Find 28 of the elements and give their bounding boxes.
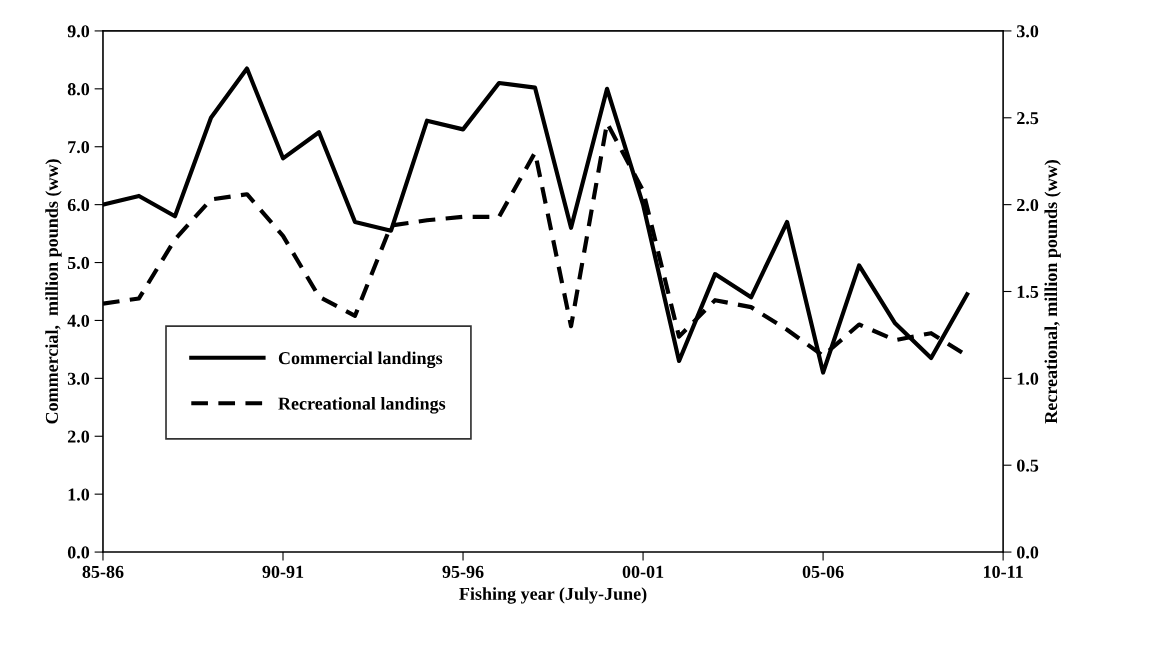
- y2-tick-label: 0.0: [1017, 546, 1039, 559]
- y2-tick-label: 0.5: [1017, 459, 1039, 472]
- x-tick-label: 95-96: [442, 565, 484, 578]
- x-axis-title: Fishing year (July-June): [459, 587, 647, 604]
- y-tick-label: 4.0: [67, 314, 90, 327]
- y-tick-label: 9.0: [67, 25, 90, 38]
- y-tick-label: 7.0: [68, 140, 90, 154]
- legend-label: Recreational landings: [278, 397, 446, 414]
- x-tick-label: 10-11: [984, 565, 1023, 578]
- x-tick-label: 85-86: [82, 565, 124, 578]
- x-tick-label: 90-91: [262, 565, 304, 578]
- y2-tick-label: 2.5: [1017, 112, 1039, 125]
- y-tick-label: 2.0: [67, 430, 90, 443]
- y2-tick-label: 1.5: [1017, 285, 1039, 299]
- y2-tick-label: 2.0: [1017, 198, 1039, 212]
- y-tick-label: 8.0: [67, 83, 90, 96]
- y2-axis-title: Recreational, million pounds (ww): [1044, 160, 1061, 424]
- y-tick-label: 3.0: [67, 372, 90, 385]
- y-tick-label: 1.0: [68, 488, 90, 501]
- x-tick-label: 00-01: [622, 565, 664, 578]
- x-tick-label: 05-06: [802, 565, 844, 578]
- legend-label: Commercial landings: [278, 351, 443, 369]
- y-axis-title: Commercial, million pounds (ww): [45, 159, 62, 424]
- y-tick-label: 5.0: [67, 256, 90, 270]
- y2-tick-label: 1.0: [1017, 372, 1039, 385]
- y-tick-label: 6.0: [67, 198, 90, 212]
- y2-tick-label: 3.0: [1016, 25, 1039, 38]
- y-tick-label: 0.0: [67, 546, 90, 559]
